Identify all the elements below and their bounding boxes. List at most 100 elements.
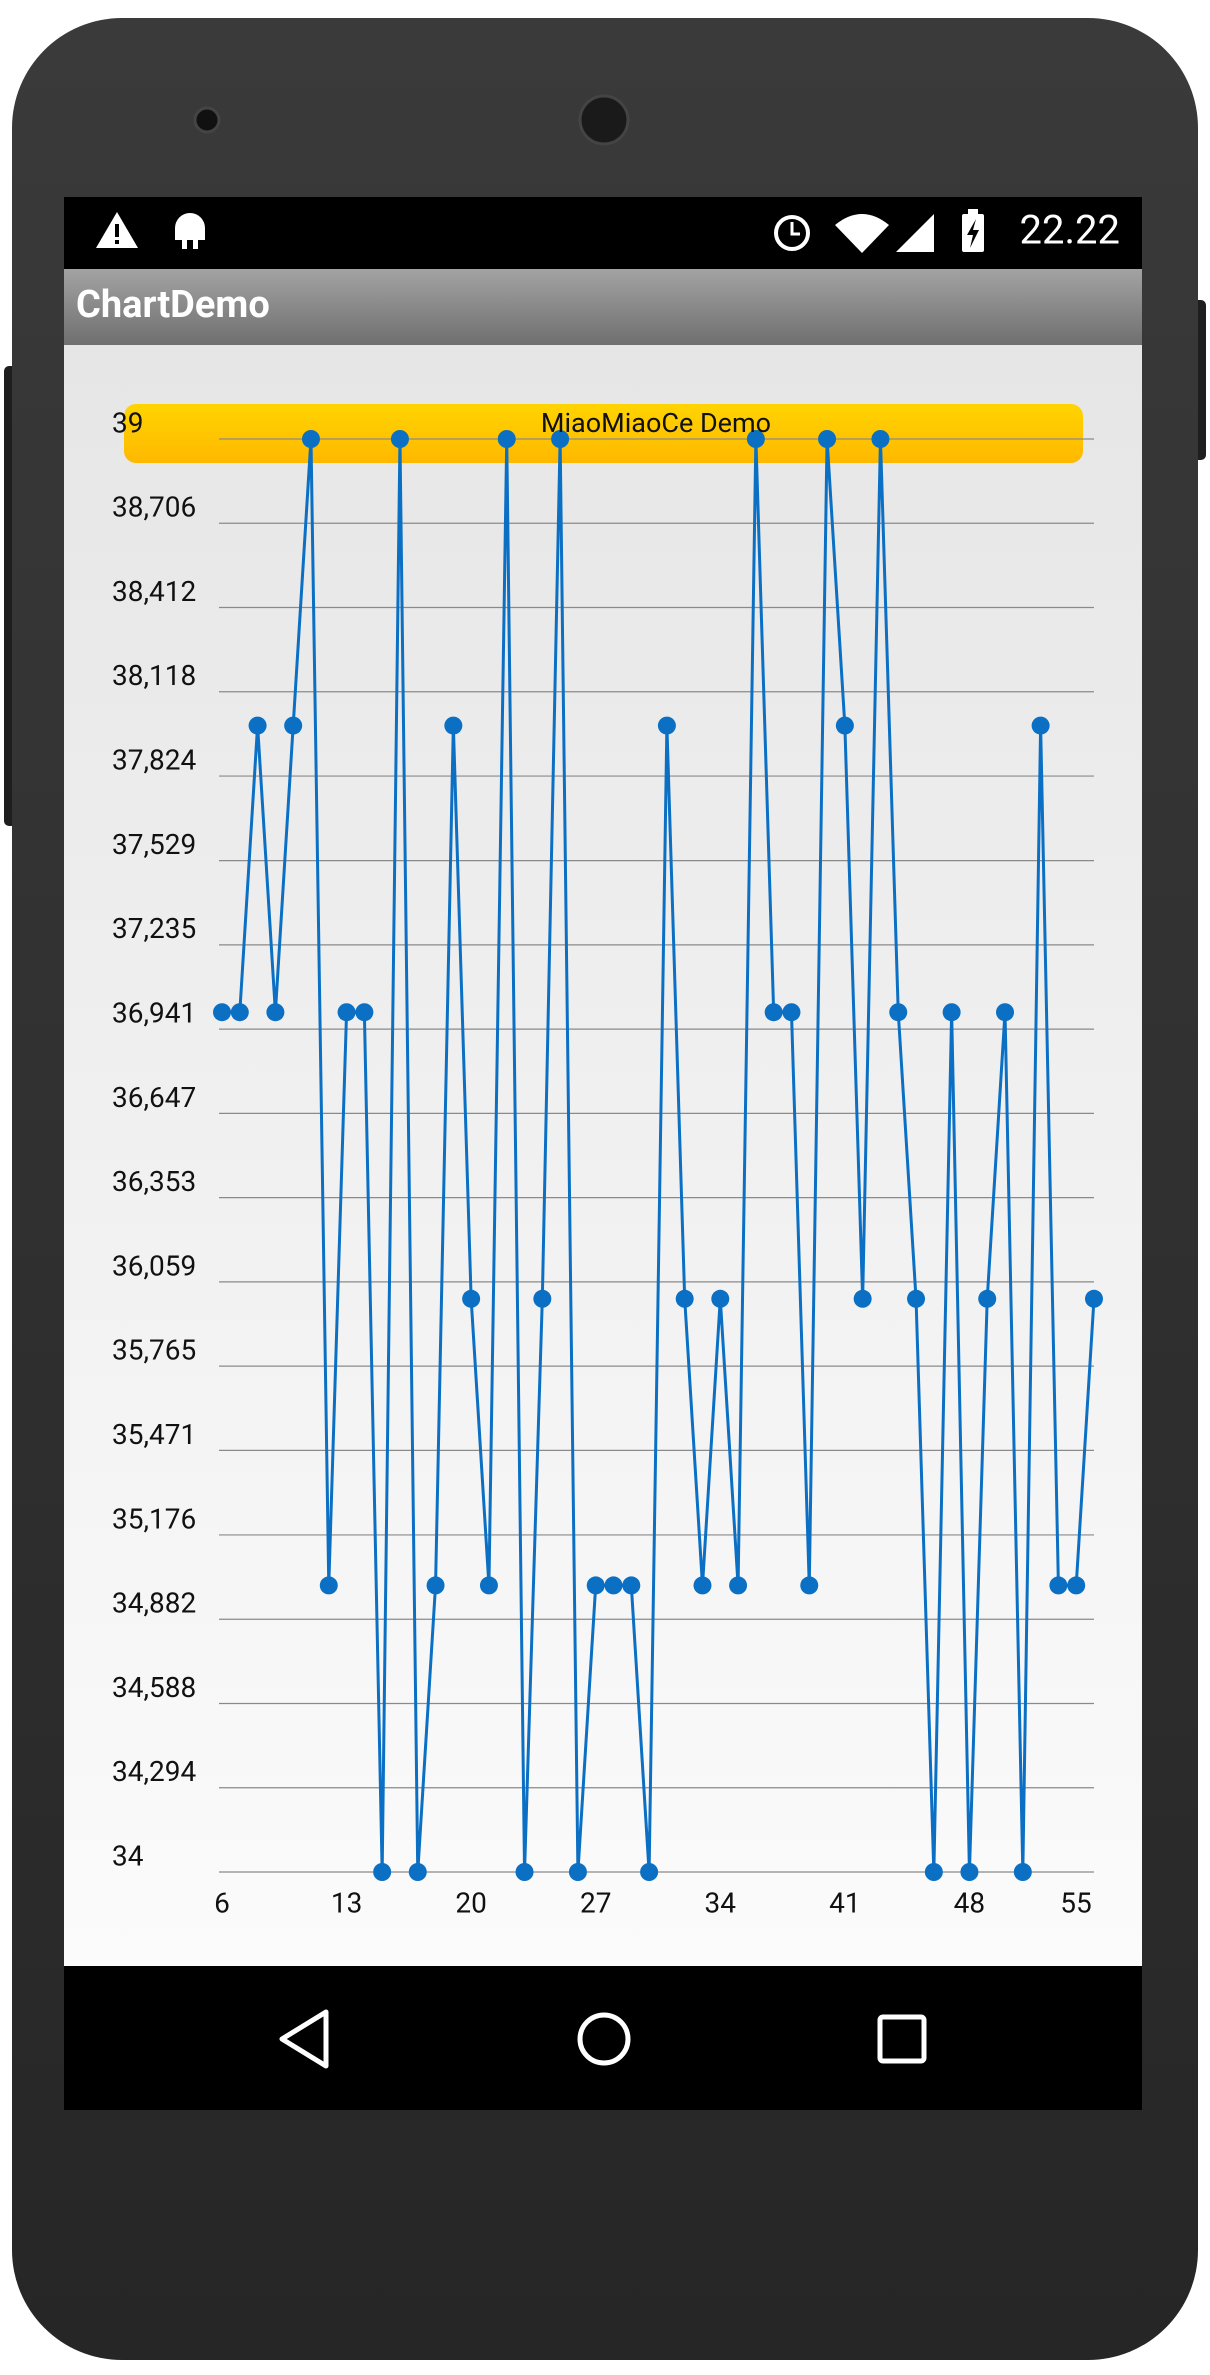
data-point: [1013, 1863, 1032, 1881]
battery-bolt: [967, 219, 979, 248]
data-point: [248, 716, 267, 735]
data-point: [213, 1003, 231, 1022]
y-tick-label: 37,824: [112, 743, 196, 776]
data-point: [978, 1289, 997, 1308]
recents-button[interactable]: [877, 2014, 927, 2064]
x-tick-label: 55: [1060, 1886, 1091, 1919]
data-point: [853, 1289, 872, 1308]
data-point: [337, 1003, 356, 1022]
status-time: 22.22: [1020, 207, 1120, 254]
data-point: [924, 1863, 943, 1881]
y-tick-label: 38,412: [112, 575, 196, 608]
data-point: [996, 1003, 1015, 1022]
data-point: [782, 1003, 801, 1022]
x-tick-label: 6: [214, 1886, 230, 1919]
y-tick-label: 36,941: [112, 997, 196, 1030]
data-point: [568, 1863, 587, 1881]
y-tick-label: 35,765: [112, 1334, 196, 1367]
data-point: [408, 1863, 427, 1881]
data-point: [640, 1863, 659, 1881]
data-point: [390, 430, 409, 448]
wifi-icon: [835, 214, 889, 253]
app-title: ChartDemo: [76, 283, 270, 327]
data-point: [230, 1003, 249, 1022]
x-tick-label: 13: [331, 1886, 362, 1919]
y-tick-label: 38,118: [112, 659, 196, 692]
data-point: [746, 430, 765, 448]
data-point: [551, 430, 570, 448]
plot: 34 34,294 34,588 34,882 35,176 35,471 35,765 36…: [112, 406, 1103, 1919]
status-bar: 22.22: [96, 207, 1120, 254]
y-tick-label: 37,529: [112, 828, 196, 861]
data-point: [889, 1003, 908, 1022]
data-point: [800, 1576, 819, 1595]
earpiece: [578, 94, 630, 146]
y-tick-label: 34,294: [112, 1755, 196, 1788]
y-tick-label: 36,059: [112, 1249, 196, 1282]
x-tick-label: 20: [455, 1886, 486, 1919]
data-point: [729, 1576, 748, 1595]
data-point: [907, 1289, 926, 1308]
data-point: [266, 1003, 285, 1022]
data-point: [942, 1003, 961, 1022]
data-point: [960, 1863, 979, 1881]
battery-tip: [968, 209, 978, 215]
x-tick-label: 41: [829, 1886, 860, 1919]
data-point: [319, 1576, 338, 1595]
android-leg: [182, 240, 187, 249]
y-tick-label: 38,706: [112, 491, 196, 524]
data-point: [479, 1576, 498, 1595]
data-point: [1067, 1576, 1086, 1595]
data-point: [462, 1289, 481, 1308]
warning-mark: [115, 224, 119, 237]
data-line: [222, 437, 1096, 1874]
data-point: [711, 1289, 730, 1308]
y-tick-label: 36,647: [112, 1081, 196, 1114]
chart-title: MiaoMiaoCe Demo: [541, 407, 771, 439]
x-tick-label: 34: [705, 1886, 737, 1919]
data-point: [497, 430, 516, 448]
data-point: [604, 1576, 623, 1595]
data-point: [622, 1576, 641, 1595]
data-point: [818, 430, 837, 448]
signal-icon: [896, 214, 934, 252]
data-point: [515, 1863, 534, 1881]
y-tick-label: 35,471: [112, 1418, 196, 1451]
y-tick-label: 36,353: [112, 1165, 196, 1198]
nav-bar: [279, 2009, 927, 2069]
android-leg: [193, 240, 198, 249]
home-button[interactable]: [577, 2012, 631, 2066]
data-point: [355, 1003, 374, 1022]
data-point: [871, 430, 890, 448]
data-point: [1049, 1576, 1068, 1595]
alarm-hands: [790, 222, 800, 236]
title-banner: [124, 404, 1083, 463]
data-point: [693, 1576, 712, 1595]
x-tick-label: 48: [954, 1886, 985, 1919]
y-tick-label: 39: [112, 406, 143, 439]
y-tick-label: 37,235: [112, 912, 196, 945]
data-point: [444, 716, 463, 735]
data-point: [657, 716, 676, 735]
data-point: [301, 430, 320, 448]
warning-mark: [115, 240, 119, 244]
data-point: [373, 1863, 392, 1881]
front-camera: [193, 106, 221, 134]
y-tick-label: 34,882: [112, 1587, 196, 1620]
data-point: [835, 716, 854, 735]
x-tick-label: 27: [580, 1886, 611, 1919]
alarm-icon: [774, 215, 810, 251]
data-point: [675, 1289, 694, 1308]
data-point: [426, 1576, 445, 1595]
y-tick-label: 34: [112, 1839, 144, 1872]
data-point: [284, 716, 303, 735]
data-point: [764, 1003, 783, 1022]
y-tick-label: 34,588: [112, 1671, 196, 1704]
data-point: [1031, 716, 1050, 735]
android-icon: [175, 213, 205, 240]
app-bar: [64, 269, 1142, 345]
back-button[interactable]: [279, 2009, 329, 2069]
data-point: [1085, 1289, 1103, 1308]
data-point: [533, 1289, 552, 1308]
